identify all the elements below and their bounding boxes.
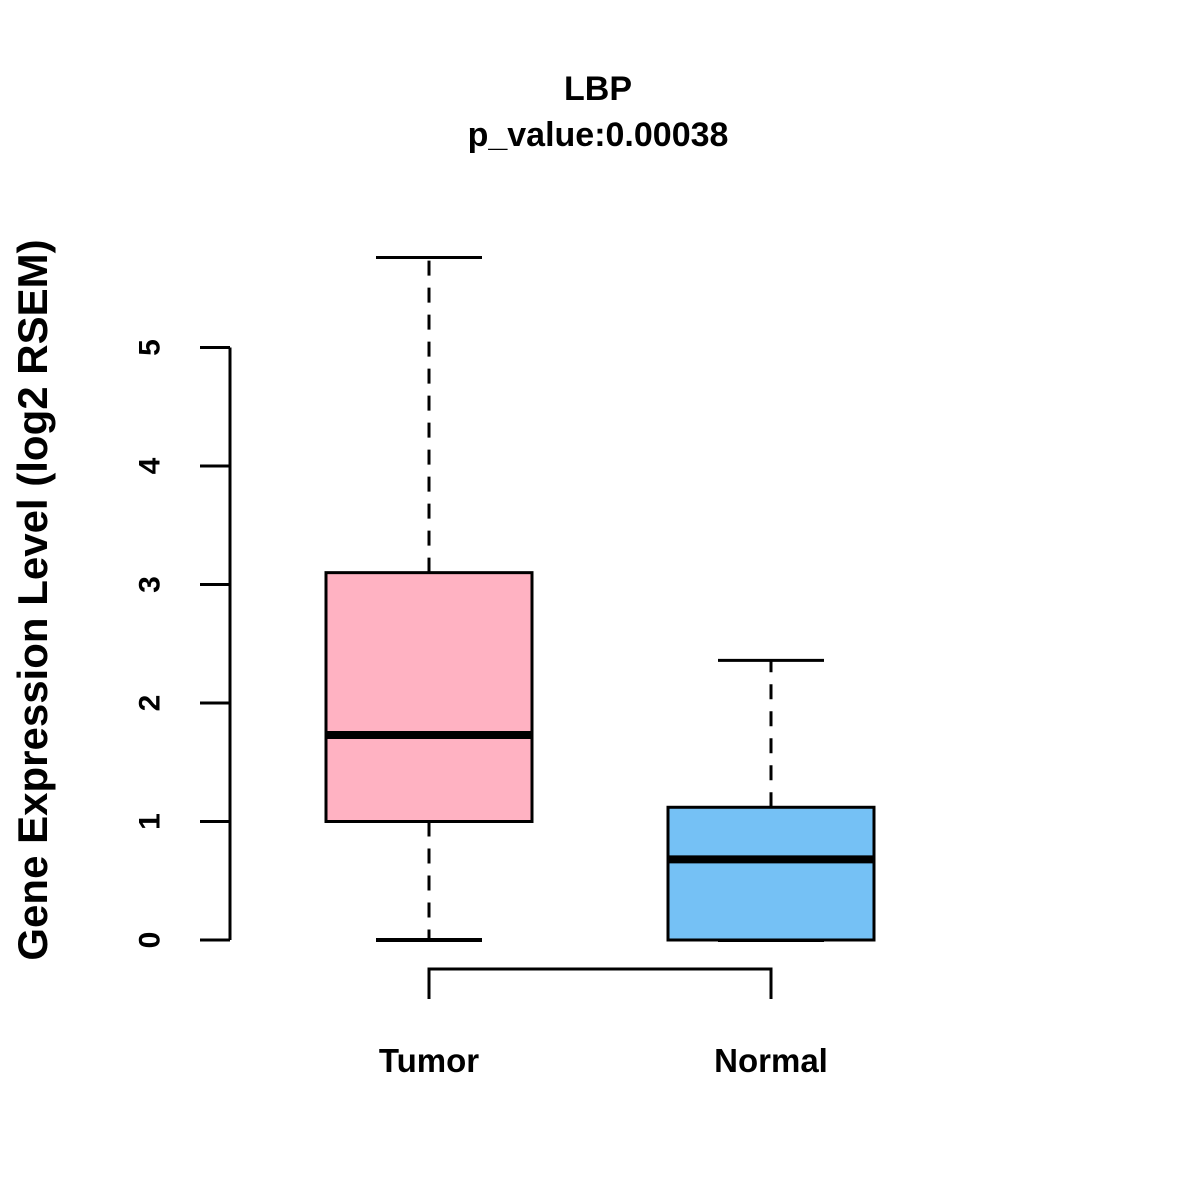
y-axis-tick-label: 5 [134,339,167,356]
x-axis-label-tumor: Tumor [379,1042,479,1079]
iqr-box-tumor [324,571,534,824]
y-axis-tick-label: 1 [134,813,167,830]
x-axis-label-normal: Normal [714,1042,828,1079]
y-axis-tick-label: 4 [134,457,167,474]
comparison-bracket [427,967,773,999]
y-axis-tick-label: 0 [134,932,167,949]
iqr-box-normal [666,805,876,942]
chart-subtitle-pvalue: p_value:0.00038 [467,116,729,154]
y-axis-tick-label: 3 [134,576,167,593]
chart-title: LBP [564,70,632,108]
y-axis-tick-label: 2 [134,695,167,712]
